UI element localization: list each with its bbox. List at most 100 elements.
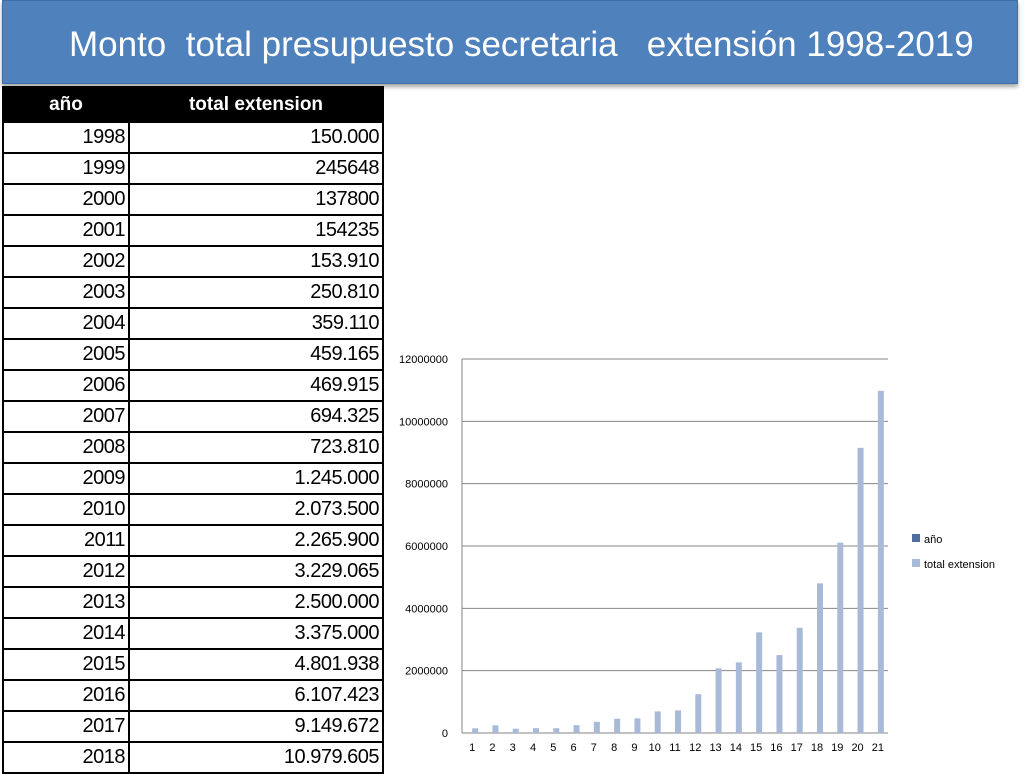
- bar-total-extension: [756, 632, 762, 733]
- x-tick-label: 15: [750, 742, 762, 754]
- bar-total-extension: [675, 710, 681, 733]
- cell-total: 2.500.000: [129, 587, 383, 618]
- bar-total-extension: [614, 719, 620, 733]
- x-tick-label: 21: [872, 742, 884, 754]
- bar-total-extension: [594, 722, 600, 733]
- cell-total: 469.915: [129, 370, 383, 401]
- bar-total-extension: [533, 728, 539, 733]
- cell-total: 4.801.938: [129, 649, 383, 680]
- cell-total: 3.375.000: [129, 618, 383, 649]
- cell-year: 2011: [3, 525, 129, 556]
- x-tick-label: 3: [510, 742, 516, 754]
- x-tick-label: 17: [791, 742, 803, 754]
- bar-total-extension: [878, 391, 884, 733]
- chart-legend: año total extension: [912, 534, 995, 571]
- cell-total: 10.979.605: [129, 742, 383, 773]
- table-header-row: año total extension: [3, 87, 383, 122]
- x-tick-label: 1: [469, 742, 475, 754]
- cell-year: 2006: [3, 370, 129, 401]
- bar-total-extension: [837, 543, 843, 733]
- bar-total-extension: [513, 729, 519, 733]
- cell-year: 2015: [3, 649, 129, 680]
- cell-total: 359.110: [129, 308, 383, 339]
- bar-total-extension: [634, 718, 640, 733]
- title-bar: Monto total presupuesto secretaria exten…: [2, 0, 1018, 84]
- x-tick-label: 11: [669, 742, 680, 754]
- cell-total: 723.810: [129, 432, 383, 463]
- x-tick-label: 4: [530, 742, 536, 754]
- bar-total-extension: [655, 711, 661, 733]
- cell-year: 2004: [3, 308, 129, 339]
- cell-total: 137800: [129, 184, 383, 215]
- cell-year: 2016: [3, 680, 129, 711]
- bar-total-extension: [716, 668, 722, 733]
- x-tick-label: 2: [489, 742, 495, 754]
- x-tick-label: 14: [730, 742, 742, 754]
- cell-total: 1.245.000: [129, 463, 383, 494]
- x-tick-label: 16: [770, 742, 782, 754]
- cell-total: 153.910: [129, 246, 383, 277]
- bar-total-extension: [695, 694, 701, 733]
- cell-year: 1998: [3, 122, 129, 153]
- x-tick-label: 19: [831, 742, 843, 754]
- x-tick-label: 5: [550, 742, 556, 754]
- slide-title: Monto total presupuesto secretaria exten…: [69, 23, 1017, 67]
- bar-total-extension: [492, 725, 498, 733]
- cell-total: 2.073.500: [129, 494, 383, 525]
- x-tick-label: 12: [689, 742, 701, 754]
- cell-total: 9.149.672: [129, 711, 383, 742]
- bar-total-extension: [797, 628, 803, 733]
- cell-year: 2012: [3, 556, 129, 587]
- bar-total-extension: [858, 448, 864, 733]
- legend-swatch: [912, 534, 920, 542]
- cell-year: 2001: [3, 215, 129, 246]
- cell-total: 459.165: [129, 339, 383, 370]
- cell-total: 154235: [129, 215, 383, 246]
- bar-total-extension: [736, 662, 742, 733]
- x-tick-label: 7: [591, 742, 597, 754]
- legend-swatch: [912, 559, 920, 567]
- chart-bars: [466, 391, 884, 733]
- cell-year: 1999: [3, 153, 129, 184]
- cell-year: 2018: [3, 742, 129, 773]
- legend-label: total extension: [924, 559, 995, 571]
- column-header-ano: año: [3, 87, 129, 122]
- cell-year: 2003: [3, 277, 129, 308]
- x-tick-label: 13: [709, 742, 721, 754]
- y-tick-label: 6000000: [405, 541, 448, 553]
- cell-year: 2013: [3, 587, 129, 618]
- cell-total: 6.107.423: [129, 680, 383, 711]
- legend-label: año: [924, 534, 942, 546]
- bar-total-extension: [817, 583, 823, 733]
- x-tick-label: 10: [649, 742, 661, 754]
- chart-gridlines: [462, 359, 888, 733]
- y-tick-label: 8000000: [405, 479, 448, 491]
- bar-total-extension: [776, 655, 782, 733]
- cell-total: 2.265.900: [129, 525, 383, 556]
- cell-total: 694.325: [129, 401, 383, 432]
- y-axis-ticks: 0200000040000006000000800000010000000120…: [399, 354, 448, 740]
- cell-total: 150.000: [129, 122, 383, 153]
- y-tick-label: 0: [442, 728, 448, 740]
- cell-year: 2010: [3, 494, 129, 525]
